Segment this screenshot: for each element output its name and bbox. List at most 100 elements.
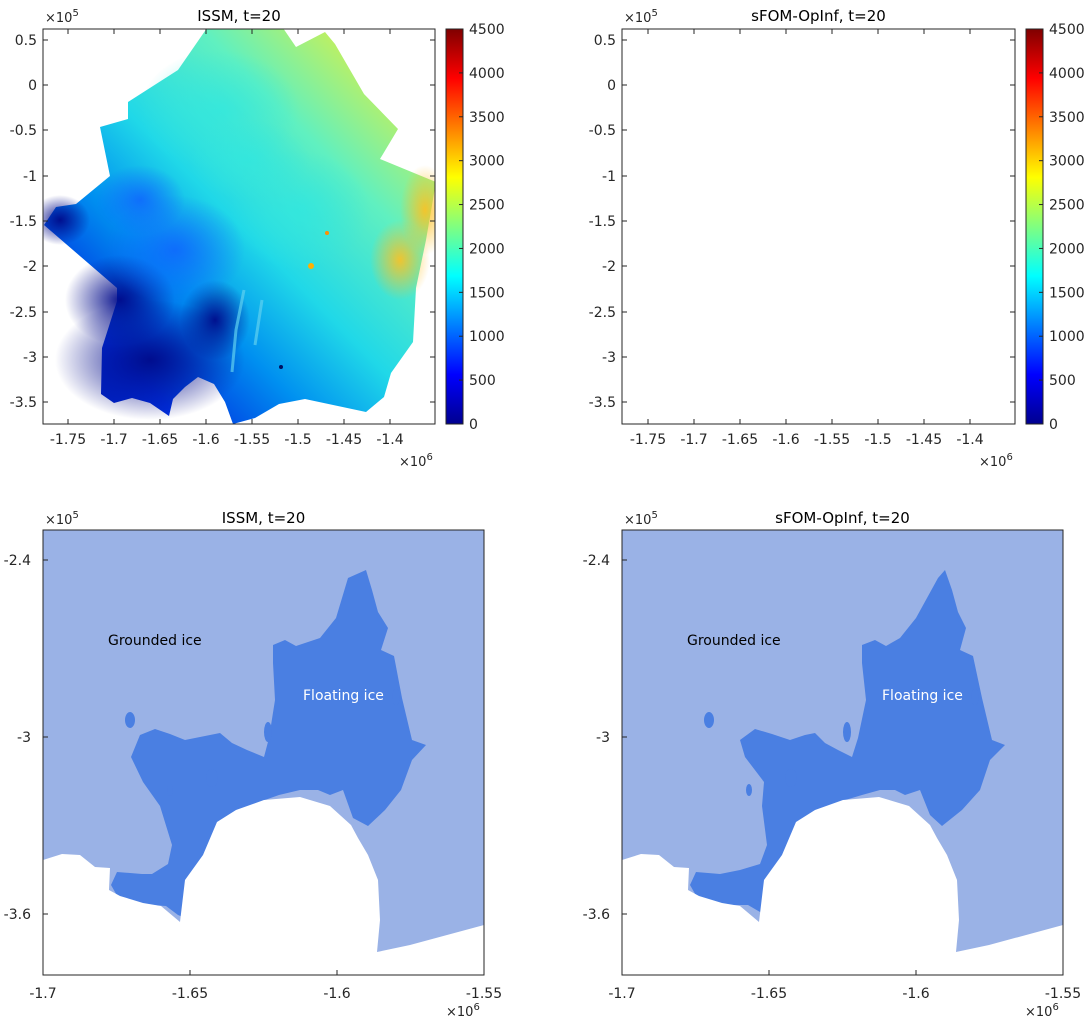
hotspot bbox=[308, 263, 314, 269]
x-multiplier: ×106 bbox=[399, 452, 433, 470]
colorbar-tick-label: 4500 bbox=[469, 22, 505, 38]
velocity-feature bbox=[760, 280, 830, 360]
floating-region bbox=[111, 570, 426, 920]
y-tick-label: 0 bbox=[607, 78, 616, 94]
floating-island bbox=[125, 712, 135, 728]
x-tick-label: -1.75 bbox=[50, 432, 86, 448]
axes-box bbox=[621, 28, 1016, 425]
y-tick-label: 0.5 bbox=[594, 33, 616, 49]
floating-island bbox=[785, 769, 797, 787]
x-tick-label: -1.5 bbox=[284, 432, 311, 448]
y-tick-label: -3 bbox=[602, 350, 616, 366]
y-tick-label: -3.6 bbox=[4, 907, 31, 923]
velocity-feature bbox=[950, 220, 1010, 300]
y-tick-label: -1 bbox=[602, 169, 616, 185]
x-multiplier: ×106 bbox=[1025, 1002, 1059, 1020]
hotspot bbox=[325, 231, 329, 235]
x-tick-label: -1.75 bbox=[630, 432, 666, 448]
x-tick-label: -1.45 bbox=[326, 432, 362, 448]
hotspot bbox=[859, 365, 863, 369]
x-tick-label: -1.7 bbox=[608, 986, 635, 1002]
y-multiplier: ×105 bbox=[624, 510, 658, 528]
grounded-ice-label: Grounded ice bbox=[108, 633, 202, 649]
velocity-feature bbox=[810, 150, 950, 270]
colorbar-tick-label: 500 bbox=[1049, 373, 1076, 389]
y-multiplier: ×105 bbox=[624, 8, 658, 26]
colorbar-tick-label: 2000 bbox=[1049, 241, 1085, 257]
x-multiplier-exponent: 6 bbox=[426, 452, 432, 463]
floating-island bbox=[167, 784, 173, 796]
y-multiplier-exponent: 5 bbox=[651, 510, 657, 521]
y-tick-label: -2 bbox=[602, 259, 616, 275]
colorbar-tick-label: 1000 bbox=[469, 329, 505, 345]
velocity-feature bbox=[190, 120, 310, 200]
mask-panel-3: -1.7 -1.65 -1.6 -1.55 -2.4 -3 -3.6 ×105 ×106 sFOM… bbox=[583, 509, 1081, 1020]
y-multiplier-exponent: 5 bbox=[651, 8, 657, 19]
floating-ice-label: Floating ice bbox=[303, 688, 384, 704]
flow-streak bbox=[230, 289, 264, 373]
floating-island bbox=[264, 722, 272, 742]
floating-island bbox=[746, 784, 752, 796]
velocity-panel-1: -1.75 -1.7 -1.65 -1.6 -1.55 -1.5 -1.45 -1.40.50… bbox=[589, 7, 1085, 470]
floating-region bbox=[690, 570, 1005, 912]
x-tick-label: -1.65 bbox=[142, 432, 178, 448]
x-tick-label: -1.5 bbox=[864, 432, 891, 448]
velocity-feature bbox=[95, 165, 185, 235]
colorbar-tick-label: 3000 bbox=[1049, 154, 1085, 170]
panel-title: ISSM, t=20 bbox=[197, 7, 280, 25]
x-tick-label: -1.6 bbox=[323, 986, 350, 1002]
y-tick-label: -3 bbox=[23, 350, 37, 366]
colorbar bbox=[445, 28, 464, 425]
velocity-feature bbox=[645, 255, 755, 345]
mask-panel-2: -1.7 -1.65 -1.6 -1.55 -2.4 -3 -3.6 ×105 ×106 ISSM… bbox=[4, 509, 502, 1020]
floating-island bbox=[843, 722, 851, 742]
colorbar-tick-label: 500 bbox=[469, 373, 496, 389]
colorbar bbox=[1025, 28, 1044, 425]
hotspot bbox=[888, 263, 894, 269]
colorbar-tick-label: 1500 bbox=[1049, 285, 1085, 301]
hotspot bbox=[279, 365, 283, 369]
y-tick-label: -0.5 bbox=[589, 123, 616, 139]
velocity-feature bbox=[675, 165, 765, 235]
x-tick-label: -1.65 bbox=[751, 986, 787, 1002]
x-tick-label: -1.4 bbox=[376, 432, 403, 448]
x-tick-label: -1.55 bbox=[466, 986, 502, 1002]
panel-title: sFOM-OpInf, t=20 bbox=[751, 7, 886, 25]
y-tick-label: -0.5 bbox=[10, 123, 37, 139]
velocity-feature bbox=[635, 300, 825, 420]
panel-title: sFOM-OpInf, t=20 bbox=[775, 509, 910, 527]
y-tick-label: -1.5 bbox=[589, 214, 616, 230]
velocity-feature bbox=[720, 50, 880, 170]
x-tick-label: -1.55 bbox=[234, 432, 270, 448]
hotspot bbox=[905, 231, 909, 235]
open-water bbox=[43, 689, 484, 975]
colorbar-tick-label: 3000 bbox=[469, 154, 505, 170]
colorbar-tick-label: 4000 bbox=[469, 66, 505, 82]
y-tick-label: -3.5 bbox=[589, 395, 616, 411]
grounded-ice-label: Grounded ice bbox=[687, 633, 781, 649]
axes-box bbox=[621, 529, 1064, 976]
colorbar-tick-label: 1500 bbox=[469, 285, 505, 301]
y-tick-label: -3.6 bbox=[583, 907, 610, 923]
colorbar-tick-label: 4000 bbox=[1049, 66, 1085, 82]
colorbar-tick-label: 2500 bbox=[1049, 198, 1085, 214]
x-tick-label: -1.7 bbox=[100, 432, 127, 448]
y-tick-label: 0.5 bbox=[15, 33, 37, 49]
y-tick-label: -3 bbox=[596, 730, 610, 746]
colorbar-tick-label: 3500 bbox=[1049, 110, 1085, 126]
y-tick-label: -2.4 bbox=[583, 553, 610, 569]
x-multiplier: ×106 bbox=[979, 452, 1013, 470]
x-tick-label: -1.7 bbox=[680, 432, 707, 448]
open-water-region bbox=[43, 797, 484, 975]
x-tick-label: -1.6 bbox=[772, 432, 799, 448]
floating-island bbox=[206, 769, 218, 787]
x-tick-label: -1.55 bbox=[1045, 986, 1081, 1002]
x-tick-label: -1.55 bbox=[814, 432, 850, 448]
velocity-feature bbox=[610, 195, 670, 245]
x-tick-label: -1.65 bbox=[172, 986, 208, 1002]
floating-ice-label: Floating ice bbox=[882, 688, 963, 704]
y-tick-label: -1.5 bbox=[10, 214, 37, 230]
y-multiplier-exponent: 5 bbox=[72, 8, 78, 19]
colorbar-tick-label: 4500 bbox=[1049, 22, 1085, 38]
